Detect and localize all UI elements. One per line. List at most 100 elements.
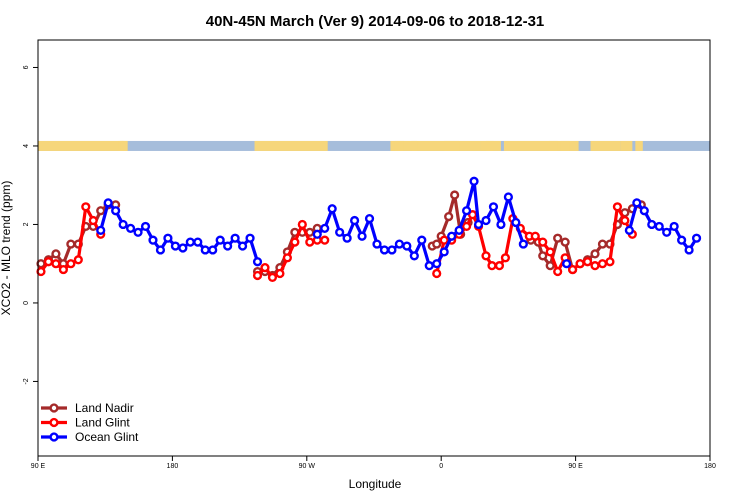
- data-point: [461, 206, 472, 216]
- data-point: [163, 233, 173, 243]
- data-point: [148, 235, 158, 245]
- data-point: [511, 217, 521, 228]
- land-strip-segment: [38, 140, 124, 151]
- data-point: [260, 263, 270, 273]
- data-point: [632, 198, 642, 208]
- data-point: [379, 245, 390, 255]
- data-point: [450, 190, 460, 200]
- y-tick-label: 6: [23, 65, 30, 69]
- data-point: [118, 219, 128, 230]
- y-tick-label: -2: [23, 378, 30, 384]
- data-point: [387, 245, 397, 255]
- data-point: [424, 261, 434, 271]
- data-point: [230, 233, 240, 243]
- data-point: [223, 241, 233, 251]
- data-point: [432, 259, 442, 269]
- data-point: [103, 198, 113, 208]
- series-line: [316, 179, 525, 268]
- data-point: [518, 239, 528, 249]
- data-point: [185, 237, 195, 247]
- data-point: [364, 213, 375, 224]
- data-point: [553, 233, 563, 243]
- legend-label: Land Glint: [75, 416, 130, 430]
- data-point: [439, 247, 449, 257]
- data-point: [252, 257, 263, 267]
- data-point: [51, 249, 61, 259]
- land-strip-segment: [635, 140, 643, 151]
- data-point: [447, 231, 457, 241]
- data-point: [178, 243, 188, 253]
- land-strip-segment: [486, 140, 494, 151]
- data-point: [454, 225, 464, 235]
- legend-marker: [49, 432, 59, 442]
- data-point: [297, 219, 307, 230]
- data-point: [111, 206, 121, 216]
- data-point: [96, 206, 106, 216]
- x-tick-label: 180: [704, 463, 716, 470]
- land-strip-segment: [394, 140, 404, 151]
- series-line: [627, 201, 698, 252]
- data-point: [488, 202, 499, 212]
- data-point: [620, 215, 630, 226]
- data-point: [562, 259, 572, 269]
- data-point: [267, 272, 278, 283]
- data-point: [538, 251, 548, 261]
- land-strip-segment: [503, 140, 579, 151]
- data-point: [444, 212, 454, 222]
- data-point: [439, 235, 449, 245]
- data-point: [282, 253, 292, 263]
- data-point: [461, 221, 472, 232]
- data-point: [349, 215, 360, 226]
- data-point: [432, 239, 442, 249]
- data-point: [500, 253, 511, 263]
- data-point: [215, 235, 225, 245]
- data-point: [335, 227, 345, 237]
- data-point: [647, 219, 657, 230]
- data-point: [487, 261, 497, 271]
- data-point: [582, 257, 593, 267]
- data-point: [342, 233, 352, 243]
- legend-item: Ocean Glint: [41, 430, 139, 444]
- land-strip-segment: [548, 140, 558, 151]
- data-point: [96, 225, 106, 235]
- land-strip-segment: [254, 140, 328, 151]
- data-point: [494, 261, 505, 271]
- legend-item: Land Glint: [41, 416, 130, 430]
- data-point: [88, 215, 98, 226]
- data-point: [208, 245, 218, 255]
- data-point: [73, 255, 83, 265]
- legend-marker: [49, 403, 59, 413]
- data-point: [560, 237, 570, 247]
- data-point: [252, 270, 263, 281]
- data-point: [66, 239, 76, 249]
- data-point: [312, 229, 322, 239]
- data-point: [496, 219, 506, 230]
- data-point: [624, 225, 634, 235]
- x-tick-label: 90 E: [568, 463, 583, 470]
- y-tick-label: 2: [23, 222, 30, 226]
- data-point: [305, 237, 315, 247]
- data-point: [327, 204, 337, 214]
- data-point: [432, 268, 442, 279]
- legend-marker: [49, 417, 59, 428]
- data-point: [275, 268, 285, 279]
- data-point: [409, 251, 419, 261]
- land-strip-segment: [590, 140, 621, 151]
- legend-item: Land Nadir: [41, 401, 134, 415]
- data-point: [684, 245, 694, 255]
- data-point: [402, 241, 412, 251]
- x-tick-label: 90 W: [299, 463, 316, 470]
- legend-label: Land Nadir: [75, 401, 134, 415]
- data-point: [590, 261, 600, 271]
- x-axis-label: Longitude: [349, 477, 402, 491]
- data-point: [155, 245, 166, 255]
- x-tick-label: 90 E: [31, 463, 46, 470]
- data-point: [590, 249, 600, 259]
- data-point: [320, 235, 330, 245]
- data-point: [545, 247, 555, 257]
- plot-frame: [37, 39, 711, 457]
- data-point: [58, 264, 68, 275]
- data-point: [469, 176, 479, 186]
